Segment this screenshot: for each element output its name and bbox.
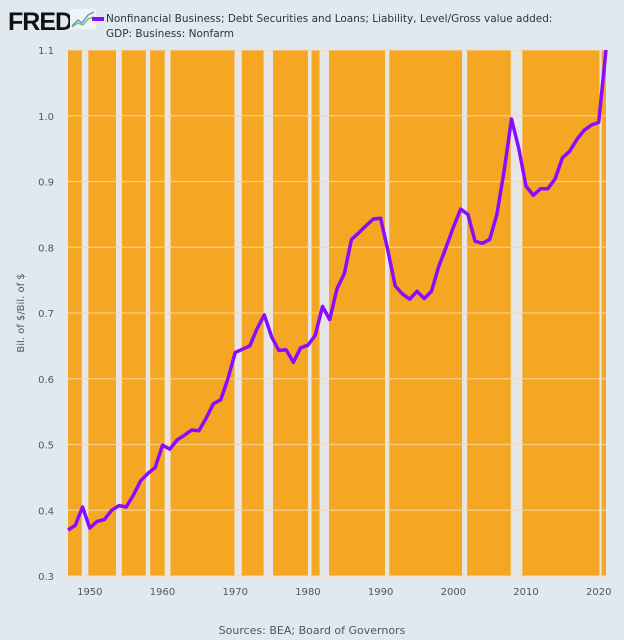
y-tick-label: 0.9 (38, 178, 54, 189)
legend-swatch (92, 17, 104, 21)
x-tick-label: 2000 (441, 587, 466, 598)
x-tick-label: 1950 (77, 587, 102, 598)
source-note: Sources: BEA; Board of Governors (218, 624, 406, 637)
x-tick-label: 2020 (586, 587, 611, 598)
x-tick-label: 2010 (513, 587, 538, 598)
y-tick-label: 0.8 (38, 243, 54, 254)
y-axis-label: Bil. of $/Bil. of $ (16, 273, 27, 352)
y-tick-label: 0.6 (38, 375, 54, 386)
x-tick-label: 1970 (222, 587, 247, 598)
legend-label: Nonfinancial Business; Debt Securities a… (106, 13, 553, 40)
y-tick-label: 0.5 (38, 441, 54, 452)
y-tick-label: 1.0 (38, 112, 54, 123)
fred-logo[interactable]: FRED (8, 8, 73, 36)
chart-line-icon (70, 9, 96, 29)
legend: Nonfinancial Business; Debt Securities a… (92, 12, 576, 42)
y-tick-label: 1.1 (38, 46, 54, 57)
y-tick-label: 0.4 (38, 506, 54, 517)
x-tick-label: 1980 (295, 587, 320, 598)
y-tick-label: 0.7 (38, 309, 54, 320)
x-tick-label: 1990 (368, 587, 393, 598)
y-tick-label: 0.3 (38, 572, 54, 583)
x-tick-label: 1960 (150, 587, 175, 598)
